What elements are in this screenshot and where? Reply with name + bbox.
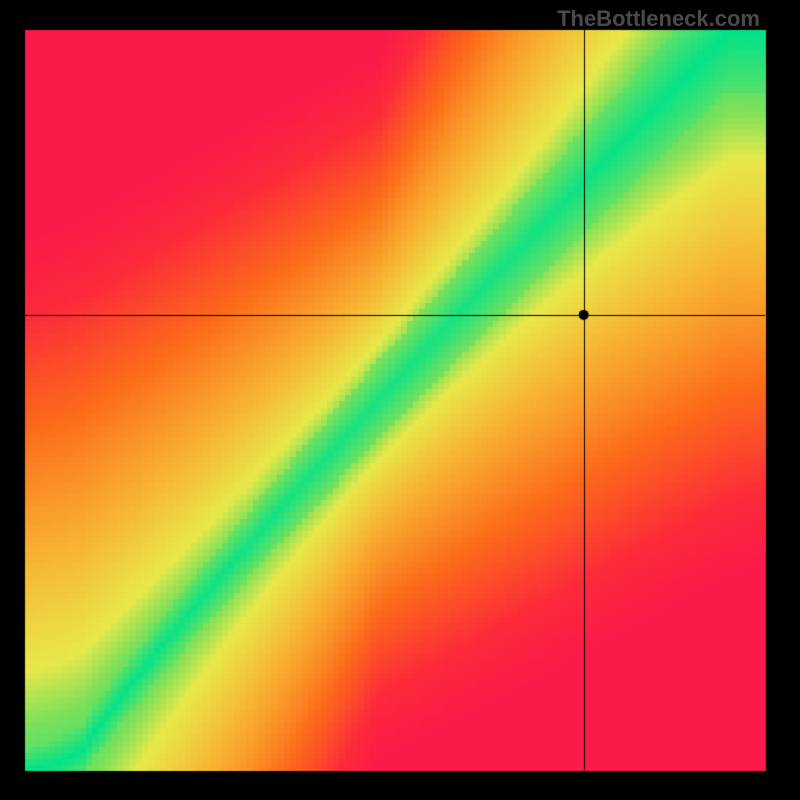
bottleneck-heatmap — [0, 0, 800, 800]
watermark-text: TheBottleneck.com — [557, 6, 760, 32]
